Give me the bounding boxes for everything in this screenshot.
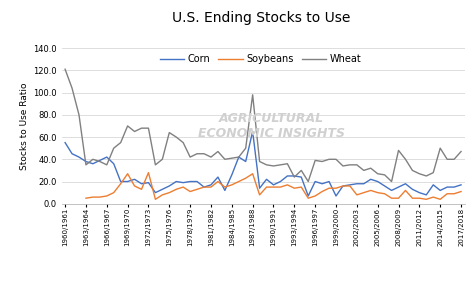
Legend: Corn, Soybeans, Wheat: Corn, Soybeans, Wheat [156, 50, 365, 68]
Corn [444, 185, 450, 189]
Wheat [402, 158, 408, 161]
Line: Corn: Corn [65, 132, 461, 196]
Soybeans [159, 193, 165, 197]
Line: Soybeans: Soybeans [86, 173, 461, 199]
Wheat [361, 169, 366, 172]
Corn [250, 130, 255, 133]
Text: AGRICULTURAL
ECONOMIC INSIGHTS: AGRICULTURAL ECONOMIC INSIGHTS [198, 112, 345, 140]
Corn [62, 141, 68, 144]
Soybeans [458, 190, 464, 193]
Corn [340, 184, 346, 188]
Corn [153, 191, 158, 194]
Wheat [62, 68, 68, 71]
Corn [368, 178, 374, 181]
Wheat [333, 158, 339, 161]
Wheat [153, 163, 158, 166]
Wheat [458, 150, 464, 153]
Text: U.S. Ending Stocks to Use: U.S. Ending Stocks to Use [172, 11, 350, 25]
Corn [410, 188, 415, 191]
Soybeans [354, 193, 360, 197]
Line: Wheat: Wheat [65, 69, 461, 181]
Corn [159, 188, 165, 191]
Soybeans [326, 186, 332, 190]
Corn [458, 183, 464, 186]
Soybeans [153, 198, 158, 201]
Wheat [444, 158, 450, 161]
Y-axis label: Stocks to Use Ratio: Stocks to Use Ratio [20, 82, 29, 170]
Wheat [159, 158, 165, 161]
Soybeans [396, 196, 401, 200]
Wheat [305, 180, 311, 183]
Corn [305, 194, 311, 198]
Soybeans [444, 192, 450, 196]
